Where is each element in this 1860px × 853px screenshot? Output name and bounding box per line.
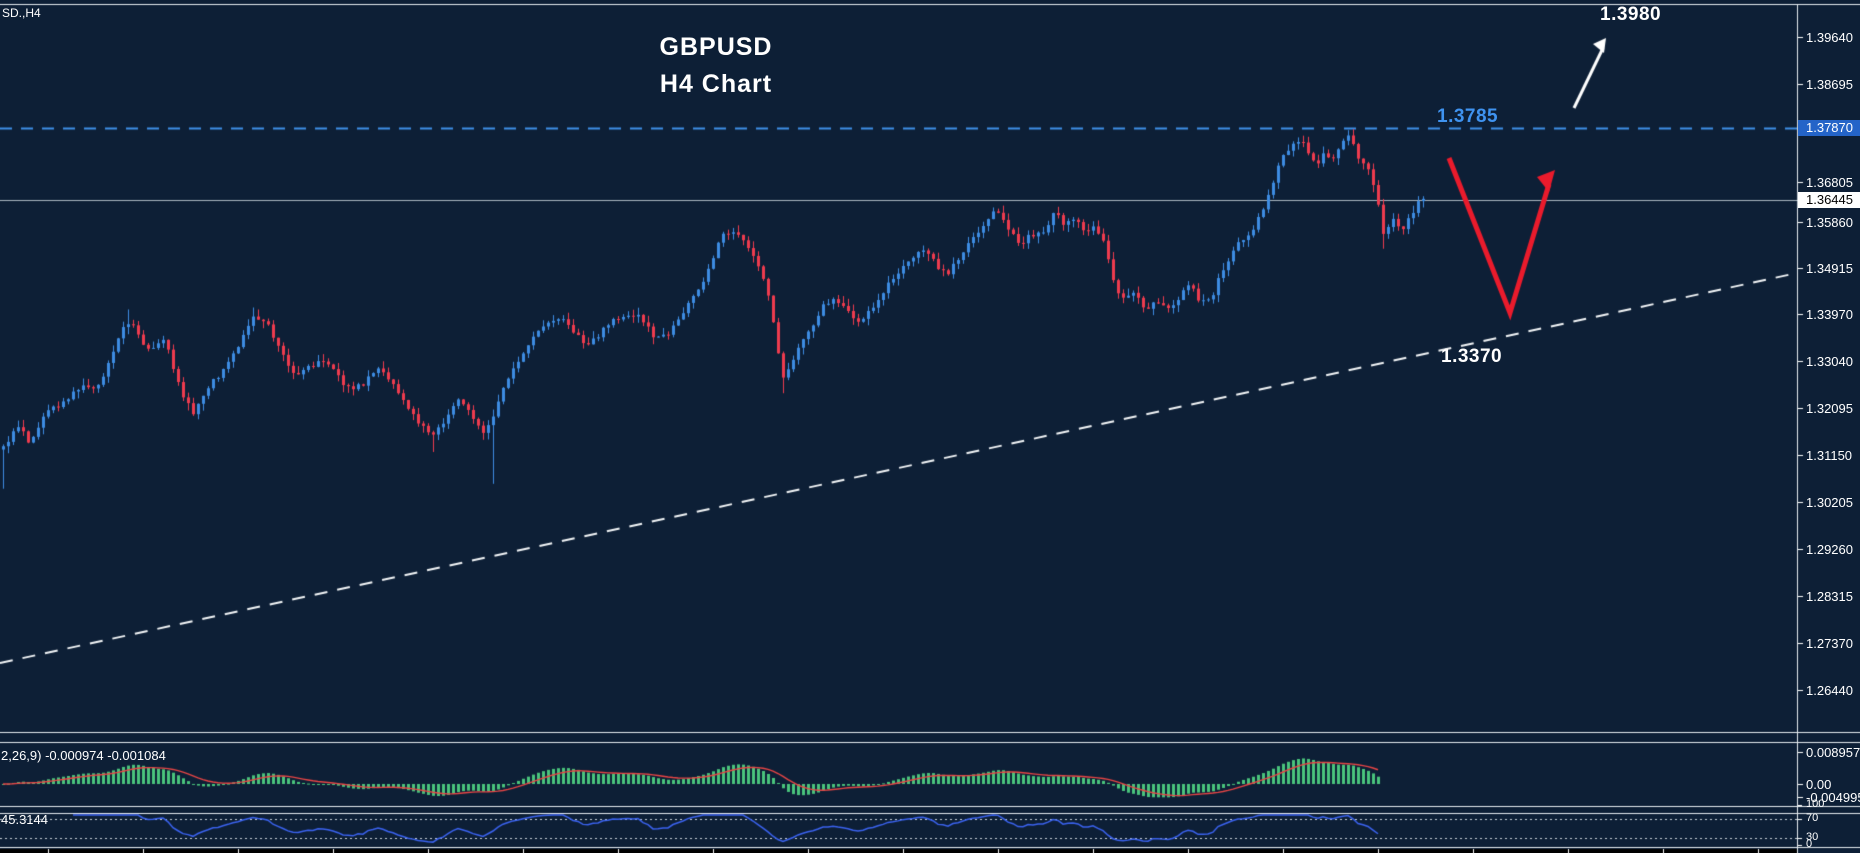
macd-tick-label: 0.00 <box>1806 777 1832 792</box>
price-tick-label: 1.34915 <box>1806 261 1853 276</box>
macd-values-label: 2,26,9) -0.000974 -0.001084 <box>1 748 166 763</box>
price-tick-label: 1.31150 <box>1806 448 1853 463</box>
price-tick-label: 1.30205 <box>1806 495 1853 510</box>
price-tick-label: 1.32095 <box>1806 401 1853 416</box>
price-tick-label: 1.38695 <box>1806 77 1853 92</box>
macd-tick-label: 0.008957 <box>1806 745 1860 760</box>
rsi-tick-label: 70 <box>1806 812 1819 824</box>
rsi-tick-label: 100 <box>1806 798 1825 810</box>
price-tick-label: 1.28315 <box>1806 589 1853 604</box>
rsi-value-label: 45.3144 <box>1 812 48 827</box>
price-tick-label: 1.27370 <box>1806 636 1853 651</box>
current-price-axis-badge: 1.36445 <box>1798 192 1860 208</box>
price-tick-label: 1.39640 <box>1806 30 1853 45</box>
price-tick-label: 1.26440 <box>1806 683 1853 698</box>
resistance-axis-badge: 1.37870 <box>1798 120 1860 136</box>
price-tick-label: 1.35860 <box>1806 215 1853 230</box>
price-tick-label: 1.36805 <box>1806 175 1853 190</box>
price-tick-label: 1.29260 <box>1806 542 1853 557</box>
target-price-label: 1.3980 <box>1600 4 1662 25</box>
chart-title-symbol: GBPUSD <box>659 33 773 61</box>
trendline-price-label: 1.3370 <box>1441 346 1503 367</box>
chart-symbol-period-label: SD.,H4 <box>2 6 41 20</box>
chart-title-timeframe: H4 Chart <box>659 70 773 98</box>
macd-tick-label: -0.004995 <box>1806 790 1860 805</box>
price-tick-label: 1.33040 <box>1806 354 1853 369</box>
rsi-tick-label: 0 <box>1806 838 1813 850</box>
rsi-tick-label: 30 <box>1806 831 1819 843</box>
price-tick-label: 1.33970 <box>1806 307 1853 322</box>
resistance-price-label: 1.3785 <box>1437 106 1499 127</box>
